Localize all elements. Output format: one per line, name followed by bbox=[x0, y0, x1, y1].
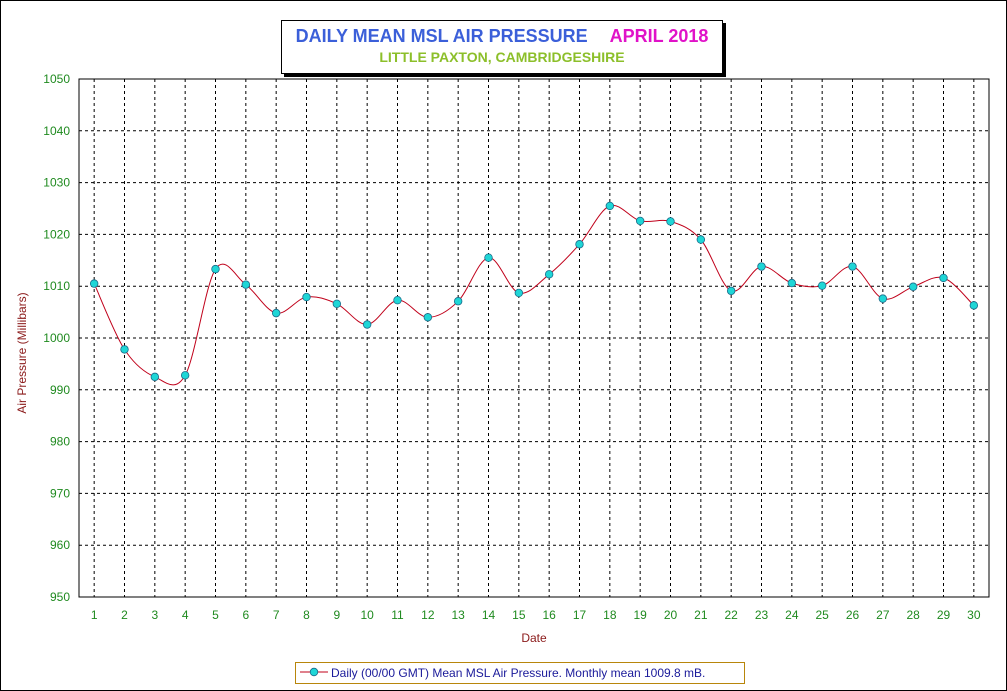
legend-swatch bbox=[300, 667, 328, 677]
x-tick-label: 28 bbox=[906, 608, 920, 622]
data-point bbox=[666, 217, 675, 226]
y-tick-label: 950 bbox=[50, 590, 70, 604]
data-point bbox=[817, 281, 827, 290]
y-tick-label: 1050 bbox=[43, 72, 70, 86]
data-point bbox=[848, 262, 857, 271]
y-tick-label: 980 bbox=[50, 435, 70, 449]
data-point bbox=[726, 286, 736, 296]
y-tick-label: 970 bbox=[50, 486, 70, 500]
x-tick-label: 23 bbox=[755, 608, 769, 622]
data-point bbox=[393, 295, 402, 305]
y-tick-label: 1020 bbox=[43, 227, 70, 241]
x-tick-label: 24 bbox=[785, 608, 799, 622]
data-point bbox=[514, 288, 524, 298]
data-point bbox=[787, 278, 797, 288]
x-tick-label: 4 bbox=[182, 608, 189, 622]
chart-title-box: DAILY MEAN MSL AIR PRESSURE APRIL 2018 LI… bbox=[281, 20, 723, 74]
data-point bbox=[908, 282, 918, 291]
data-point bbox=[89, 279, 99, 288]
data-point bbox=[423, 313, 433, 322]
y-tick-label: 1030 bbox=[43, 176, 70, 190]
chart-title-month: APRIL 2018 bbox=[609, 26, 709, 46]
data-point bbox=[150, 372, 160, 382]
data-point bbox=[241, 280, 251, 289]
x-tick-label: 22 bbox=[724, 608, 738, 622]
legend-label: Daily (00/00 GMT) Mean MSL Air Pressure.… bbox=[331, 666, 706, 680]
y-tick-label: 1000 bbox=[43, 331, 70, 345]
y-tick-label: 990 bbox=[50, 383, 70, 397]
x-tick-label: 14 bbox=[482, 608, 496, 622]
y-tick-label: 1010 bbox=[43, 279, 70, 293]
x-tick-label: 1 bbox=[91, 608, 98, 622]
y-tick-labels: 950 960 970 980 990 1000 1010 1020 1030 1040 1050 bbox=[43, 72, 70, 604]
data-point bbox=[605, 201, 615, 211]
x-tick-label: 26 bbox=[846, 608, 860, 622]
data-point bbox=[453, 297, 463, 306]
x-tick-label: 15 bbox=[512, 608, 526, 622]
data-point bbox=[484, 253, 493, 262]
data-point bbox=[544, 270, 554, 279]
data-point bbox=[757, 262, 766, 271]
data-point bbox=[635, 216, 645, 226]
x-tick-label: 25 bbox=[815, 608, 829, 622]
x-tick-label: 20 bbox=[664, 608, 678, 622]
data-point bbox=[180, 371, 190, 380]
data-point bbox=[211, 264, 220, 274]
x-tick-label: 6 bbox=[242, 608, 249, 622]
data-point bbox=[362, 320, 372, 329]
grid-lines bbox=[78, 78, 990, 598]
data-point bbox=[332, 299, 342, 309]
data-point bbox=[575, 240, 584, 249]
y-tick-label: 1040 bbox=[43, 124, 70, 138]
x-tick-label: 12 bbox=[421, 608, 435, 622]
x-tick-label: 30 bbox=[967, 608, 981, 622]
y-axis-title: Air Pressure (Millibars) bbox=[15, 292, 29, 413]
x-tick-label: 3 bbox=[151, 608, 158, 622]
data-point bbox=[939, 273, 948, 283]
x-tick-label: 9 bbox=[333, 608, 340, 622]
data-point bbox=[120, 345, 129, 354]
x-axis-title: Date bbox=[521, 631, 547, 645]
x-tick-label: 29 bbox=[937, 608, 951, 622]
data-point bbox=[969, 301, 979, 310]
data-point bbox=[878, 294, 888, 303]
x-tick-label: 16 bbox=[542, 608, 556, 622]
x-tick-label: 21 bbox=[694, 608, 708, 622]
data-point bbox=[696, 235, 706, 244]
legend: Daily (00/00 GMT) Mean MSL Air Pressure.… bbox=[295, 662, 745, 684]
series-pressure bbox=[93, 204, 975, 386]
series-line bbox=[93, 204, 975, 386]
y-tick-label: 960 bbox=[50, 538, 70, 552]
x-tick-label: 8 bbox=[303, 608, 310, 622]
x-tick-label: 2 bbox=[121, 608, 128, 622]
x-tick-label: 27 bbox=[876, 608, 890, 622]
chart-title: DAILY MEAN MSL AIR PRESSURE bbox=[295, 26, 588, 46]
x-tick-label: 11 bbox=[391, 608, 404, 622]
x-tick-label: 13 bbox=[451, 608, 465, 622]
x-tick-label: 10 bbox=[360, 608, 374, 622]
data-point bbox=[302, 292, 311, 302]
x-tick-labels: 1 2 3 4 5 6 7 8 9 10 11 12 13 14 15 16 17 18 19 20 21 22 23 24 2… bbox=[91, 608, 981, 622]
x-tick-label: 18 bbox=[603, 608, 617, 622]
data-point bbox=[271, 308, 281, 318]
x-tick-label: 5 bbox=[212, 608, 219, 622]
x-tick-label: 17 bbox=[573, 608, 587, 622]
data-points bbox=[89, 201, 979, 382]
chart-subtitle: LITTLE PAXTON, CAMBRIDGESHIRE bbox=[379, 49, 625, 65]
x-tick-label: 19 bbox=[633, 608, 647, 622]
x-tick-label: 7 bbox=[273, 608, 280, 622]
